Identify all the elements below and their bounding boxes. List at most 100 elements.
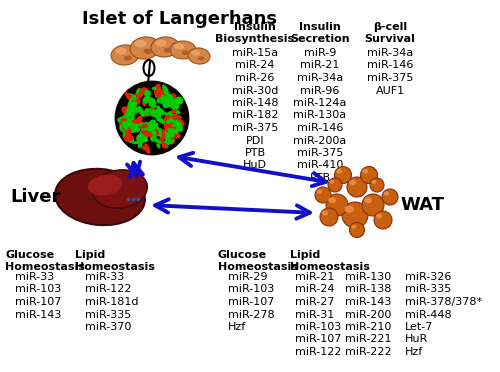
Ellipse shape	[164, 140, 174, 146]
Ellipse shape	[156, 105, 164, 113]
Text: miR-378/378*: miR-378/378*	[405, 297, 482, 307]
Text: miR-27: miR-27	[295, 297, 335, 307]
Text: miR-122: miR-122	[85, 285, 132, 295]
Ellipse shape	[134, 118, 140, 123]
Text: miR-24: miR-24	[236, 61, 275, 71]
Ellipse shape	[172, 114, 177, 118]
Ellipse shape	[144, 108, 156, 116]
Ellipse shape	[138, 106, 144, 117]
Text: miR-143: miR-143	[345, 297, 392, 307]
Ellipse shape	[159, 97, 166, 104]
Ellipse shape	[160, 130, 166, 140]
Ellipse shape	[148, 96, 156, 108]
Ellipse shape	[132, 119, 143, 124]
Ellipse shape	[155, 105, 160, 118]
Ellipse shape	[150, 103, 156, 109]
Ellipse shape	[168, 100, 177, 107]
Ellipse shape	[134, 121, 141, 126]
Ellipse shape	[142, 96, 150, 103]
Ellipse shape	[382, 189, 398, 205]
Text: miR-146: miR-146	[367, 61, 413, 71]
Ellipse shape	[128, 94, 136, 101]
Ellipse shape	[328, 197, 336, 203]
Ellipse shape	[360, 167, 378, 183]
Ellipse shape	[156, 143, 160, 148]
Ellipse shape	[174, 43, 184, 49]
Ellipse shape	[128, 101, 137, 112]
Text: miR-21: miR-21	[295, 272, 335, 282]
Text: Lipid
Homeostasis: Lipid Homeostasis	[290, 250, 370, 272]
Ellipse shape	[347, 177, 367, 197]
Text: miR-124a: miR-124a	[294, 98, 346, 108]
Text: miR-221: miR-221	[345, 334, 392, 344]
Ellipse shape	[154, 84, 161, 97]
Ellipse shape	[118, 116, 128, 124]
Ellipse shape	[164, 135, 170, 141]
Ellipse shape	[170, 114, 182, 120]
Ellipse shape	[376, 214, 382, 219]
Text: Hzf: Hzf	[228, 322, 246, 332]
Ellipse shape	[158, 99, 164, 103]
Ellipse shape	[170, 120, 176, 124]
Ellipse shape	[136, 134, 144, 144]
Ellipse shape	[130, 116, 134, 122]
Text: miR-182: miR-182	[232, 110, 278, 121]
Ellipse shape	[122, 133, 134, 143]
Ellipse shape	[136, 88, 144, 96]
Text: miR-122: miR-122	[295, 347, 342, 357]
Ellipse shape	[141, 130, 153, 137]
Ellipse shape	[140, 130, 148, 142]
Text: miR-278: miR-278	[228, 310, 274, 320]
Ellipse shape	[154, 85, 158, 98]
Text: Insulin
Secretion: Insulin Secretion	[290, 22, 350, 44]
Ellipse shape	[88, 175, 122, 195]
Text: miR-107: miR-107	[228, 297, 274, 307]
Text: Hzf: Hzf	[405, 347, 423, 357]
Text: miR-31: miR-31	[295, 310, 334, 320]
Ellipse shape	[192, 50, 200, 55]
Text: miR-26: miR-26	[236, 73, 275, 83]
Text: β-cell
Survival: β-cell Survival	[364, 22, 416, 44]
Ellipse shape	[349, 180, 356, 185]
Ellipse shape	[174, 121, 183, 132]
Ellipse shape	[162, 101, 170, 108]
Ellipse shape	[171, 109, 176, 114]
Ellipse shape	[140, 136, 147, 141]
Text: miR-200a: miR-200a	[294, 135, 346, 145]
Ellipse shape	[175, 134, 180, 138]
Ellipse shape	[125, 109, 130, 114]
Ellipse shape	[128, 97, 132, 109]
Ellipse shape	[158, 92, 166, 101]
Ellipse shape	[140, 145, 148, 151]
Ellipse shape	[159, 97, 165, 103]
Ellipse shape	[132, 126, 136, 132]
Ellipse shape	[164, 123, 170, 131]
Ellipse shape	[167, 123, 176, 133]
Ellipse shape	[126, 118, 136, 129]
Ellipse shape	[128, 93, 134, 101]
Ellipse shape	[134, 40, 146, 48]
Ellipse shape	[152, 128, 159, 136]
Ellipse shape	[122, 126, 128, 134]
Text: miR-103: miR-103	[228, 285, 274, 295]
Ellipse shape	[170, 132, 175, 145]
Ellipse shape	[166, 118, 172, 126]
Ellipse shape	[133, 107, 140, 113]
Ellipse shape	[326, 194, 348, 216]
Text: miR-15a: miR-15a	[232, 48, 278, 58]
Text: miR-130a: miR-130a	[294, 110, 346, 121]
Ellipse shape	[115, 48, 126, 55]
Ellipse shape	[120, 123, 128, 132]
Ellipse shape	[334, 167, 351, 183]
Ellipse shape	[164, 131, 168, 136]
Ellipse shape	[198, 57, 204, 60]
Ellipse shape	[125, 131, 130, 135]
Ellipse shape	[132, 126, 137, 133]
Ellipse shape	[142, 135, 148, 142]
Ellipse shape	[133, 92, 143, 99]
Ellipse shape	[122, 106, 132, 116]
Text: Lipid
Homeostasis: Lipid Homeostasis	[75, 250, 155, 272]
Text: PDI: PDI	[246, 135, 264, 145]
Text: HuD: HuD	[243, 160, 267, 170]
Ellipse shape	[156, 91, 162, 97]
